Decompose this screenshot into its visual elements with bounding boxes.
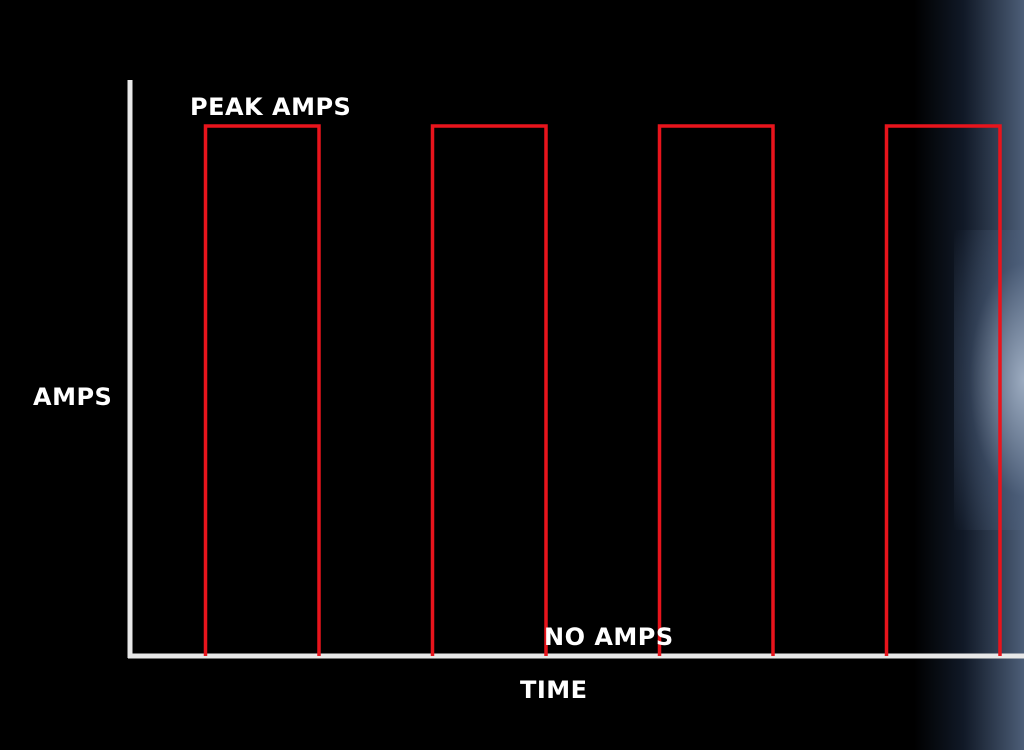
y-axis-label: AMPS xyxy=(33,383,113,411)
pulse-1 xyxy=(203,124,321,656)
pulse-2 xyxy=(430,124,548,656)
signal-series xyxy=(203,124,1002,656)
x-axis-label: TIME xyxy=(520,676,588,704)
pulse-4 xyxy=(884,124,1002,656)
pulse-3 xyxy=(657,124,775,656)
background-edge-glow-highlight xyxy=(954,230,1024,530)
peak-amps-annotation: PEAK AMPS xyxy=(190,93,352,121)
chart-axes xyxy=(127,80,1024,659)
no-amps-annotation: NO AMPS xyxy=(544,623,674,651)
